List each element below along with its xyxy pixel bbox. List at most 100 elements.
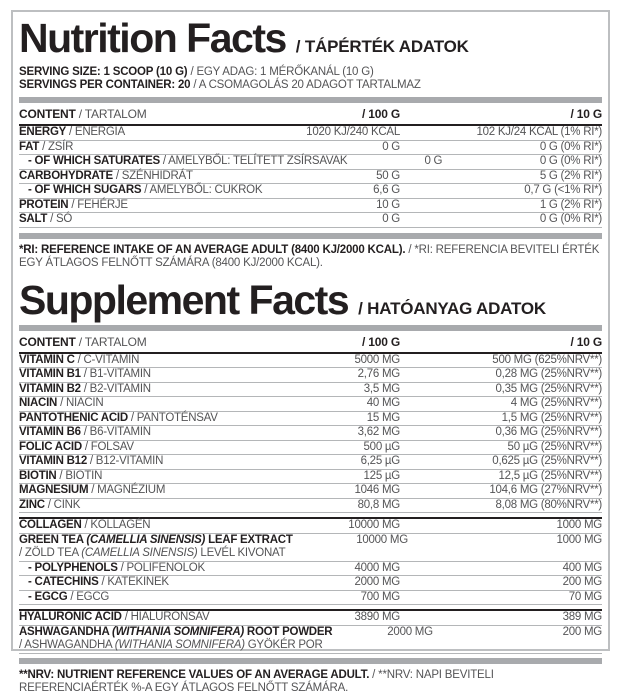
table-row: - CATECHINS / KATEKINEK 2000 MG 200 MG xyxy=(19,576,602,591)
divider-bar xyxy=(19,97,602,103)
table-row-main-line: VITAMIN B2 / B2-VITAMIN 3,5 MG 0,35 MG (25… xyxy=(19,383,602,397)
row-name-segment: LEAF EXTRACT xyxy=(205,533,293,546)
row-value-per-10g: 200 MG xyxy=(562,576,603,588)
row-value-per-10g: 200 MG xyxy=(562,625,603,638)
servings-per-container-line: SERVINGS PER CONTAINER: 20 / A CSOMAGOLÁ… xyxy=(19,79,602,92)
row-name-segment: / C-VITAMIN xyxy=(74,353,140,366)
table-row-main-line: NIACIN / NIACIN 40 MG 4 MG (25%NRV**) xyxy=(19,397,602,411)
row-value-per-10g: 8,08 MG (80%NRV**) xyxy=(495,498,603,511)
row-value-per-10g: 50 µG (25%NRV**) xyxy=(507,440,603,453)
content-header-bold: CONTENT xyxy=(19,334,76,349)
divider-bar xyxy=(19,324,602,331)
table-row-main-line: - EGCG / EGCG 700 MG 70 MG xyxy=(19,591,602,605)
serving-info: SERVING SIZE: 1 SCOOP (10 G) / EGY ADAG:… xyxy=(19,66,602,92)
row-value-per-100g: 1020 KJ/240 KCAL xyxy=(306,126,400,138)
row-name: ENERGY / ENERGIA xyxy=(19,126,280,140)
row-value-per-100g: 6,6 G xyxy=(373,184,400,196)
row-value-per-100g: 80,8 MG xyxy=(357,498,401,511)
per-100g-column-header: / 100 G xyxy=(362,334,400,349)
row-name: PROTEIN / FEHÉRJE xyxy=(19,199,280,213)
supplement-table-header-row: CONTENT / TARTALOM / 100 G / 10 G xyxy=(19,332,602,354)
row-value-per-100g: 500 µG xyxy=(363,440,401,453)
per-10g-column-header: / 10 G xyxy=(570,334,603,349)
table-row-main-line: CARBOHYDRATE / SZÉNHIDRÁT 50 G 5 G (2% RI*… xyxy=(19,170,602,184)
row-name-segment: ENERGY xyxy=(19,126,67,138)
row-name: HYALURONIC ACID / HIALURONSAV xyxy=(19,611,280,625)
row-name-segment: (WITHANIA SOMNIFERA) xyxy=(112,625,244,638)
row-name-segment: VITAMIN B1 xyxy=(19,368,81,380)
row-value-per-100g: 4000 MG xyxy=(354,561,400,574)
row-name-segment: SALT xyxy=(19,213,48,225)
row-name-segment: CARBOHYDRATE xyxy=(19,169,113,182)
nutrition-title-row: Nutrition Facts / TÁPÉRTÉK ADATOK xyxy=(19,18,602,59)
row-value-per-100g: 3,62 MG xyxy=(357,426,401,438)
per-100g-column-header: / 100 G xyxy=(362,107,400,121)
row-name-segment: VITAMIN B6 xyxy=(19,426,81,438)
table-row-main-line: - POLYPHENOLS / POLIFENOLOK 4000 MG 400 MG xyxy=(19,562,602,576)
nrv-footnote: **NRV: NUTRIENT REFERENCE VALUES OF AN A… xyxy=(19,669,602,696)
row-name-segment: ASHWAGANDHA xyxy=(19,625,113,638)
row-value-per-10g: 12,5 µG (25%NRV**) xyxy=(498,469,602,482)
table-row: HYALURONIC ACID / HIALURONSAV 3890 MG 389 … xyxy=(19,609,602,626)
row-name-segment: / POLIFENOLOK xyxy=(117,561,206,574)
row-name-segment: / KOLLAGÉN xyxy=(81,519,151,531)
table-row: VITAMIN B6 / B6-VITAMIN 3,62 MG 0,36 MG (2… xyxy=(19,426,602,441)
divider-bar xyxy=(19,657,602,664)
row-value-per-100g: 40 MG xyxy=(366,397,401,409)
row-value-per-10g: 1000 MG xyxy=(556,533,602,546)
row-name-segment: / BIOTIN xyxy=(56,469,103,482)
row-name-segment: VITAMIN C xyxy=(19,353,75,366)
content-header-rest: / TARTALOM xyxy=(75,334,147,349)
table-row-main-line: BIOTIN / BIOTIN 125 µG 12,5 µG (25%NRV**) xyxy=(19,470,602,484)
row-name-segment: GREEN TEA xyxy=(19,533,87,546)
row-value-per-100g: 0 G xyxy=(382,213,400,225)
row-value-per-10g: 1 G (2% RI*) xyxy=(539,198,602,211)
table-row-main-line: SALT / SÓ 0 G 0 G (0% RI*) xyxy=(19,213,602,227)
row-value-per-100g: 3890 MG xyxy=(354,611,400,623)
supplement-section-subtitle: / HATÓANYAG ADATOK xyxy=(358,298,546,318)
row-name: - OF WHICH SATURATES / AMELYBŐL: TELÍTET… xyxy=(19,155,348,169)
row-value-per-100g: 2000 MG xyxy=(387,625,433,638)
row-name-segment: (CAMELLIA SINENSIS) xyxy=(86,533,206,546)
row-name-segment: / CINK xyxy=(44,498,81,511)
row-name: NIACIN / NIACIN xyxy=(19,397,280,411)
row-name: GREEN TEA (CAMELLIA SINENSIS) LEAF EXTRA… xyxy=(19,534,293,548)
row-name-segment: FOLIC ACID xyxy=(19,440,82,453)
row-name-segment: / ZÖLD TEA xyxy=(19,547,82,559)
table-row: - POLYPHENOLS / POLIFENOLOK 4000 MG 400 MG xyxy=(19,562,602,576)
table-row: ENERGY / ENERGIA 1020 KJ/240 KCAL 102 KJ/2… xyxy=(19,126,602,141)
table-row-main-line: VITAMIN B12 / B12-VITAMIN 6,25 µG 0,625 µG… xyxy=(19,455,602,469)
table-row: NIACIN / NIACIN 40 MG 4 MG (25%NRV**) xyxy=(19,397,602,412)
row-name-segment: / B1-VITAMIN xyxy=(80,368,151,380)
table-row-main-line: - CATECHINS / KATEKINEK 2000 MG 200 MG xyxy=(19,576,602,590)
row-name-segment: / PANTOTÉNSAV xyxy=(127,411,218,424)
row-name-segment: / B6-VITAMIN xyxy=(80,426,151,438)
row-name: - CATECHINS / KATEKINEK xyxy=(19,576,280,590)
per-10g-column-header: / 10 G xyxy=(570,107,603,121)
nutrition-table-header-row: CONTENT / TARTALOM / 100 G / 10 G xyxy=(19,104,602,126)
row-name-segment: / ENERGIA xyxy=(66,126,125,138)
row-name-segment: - CATECHINS xyxy=(28,576,99,588)
row-name-segment: / EGCG xyxy=(67,590,110,603)
table-row-main-line: VITAMIN B1 / B1-VITAMIN 2,76 MG 0,28 MG (2… xyxy=(19,368,602,382)
row-name: SALT / SÓ xyxy=(19,213,280,227)
ri-footnote-bold: *RI: REFERENCE INTAKE OF AN AVERAGE ADUL… xyxy=(19,243,406,256)
row-name-segment: VITAMIN B12 xyxy=(19,455,87,467)
row-value-per-100g: 15 MG xyxy=(366,411,401,424)
supplement-title-row: Supplement Facts / HATÓANYAG ADATOK xyxy=(19,279,602,321)
table-row: SALT / SÓ 0 G 0 G (0% RI*) xyxy=(19,213,602,228)
table-row: PROTEIN / FEHÉRJE 10 G 1 G (2% RI*) xyxy=(19,198,602,213)
row-name-segment: NIACIN xyxy=(19,397,58,409)
ri-footnote-rest: / *RI: REFERENCIA BEVITELI ÉRTÉK EGY ÁTL… xyxy=(19,243,600,270)
nutrition-section-subtitle: / TÁPÉRTÉK ADATOK xyxy=(295,37,469,56)
row-value-per-10g: 104,6 MG (27%NRV**) xyxy=(489,484,602,496)
row-name-segment: / ZSÍR xyxy=(39,140,74,153)
row-value-per-100g: 6,25 µG xyxy=(360,455,401,467)
row-name: FAT / ZSÍR xyxy=(19,141,280,155)
row-value-per-100g: 2000 MG xyxy=(354,576,400,588)
table-row: COLLAGEN / KOLLAGÉN 10000 MG 1000 MG xyxy=(19,517,602,534)
row-name: VITAMIN B1 / B1-VITAMIN xyxy=(19,368,280,382)
row-value-per-10g: 400 MG xyxy=(562,561,603,574)
row-value-per-10g: 389 MG xyxy=(562,611,603,623)
nrv-footnote-bold: **NRV: NUTRIENT REFERENCE VALUES OF AN A… xyxy=(19,668,370,681)
